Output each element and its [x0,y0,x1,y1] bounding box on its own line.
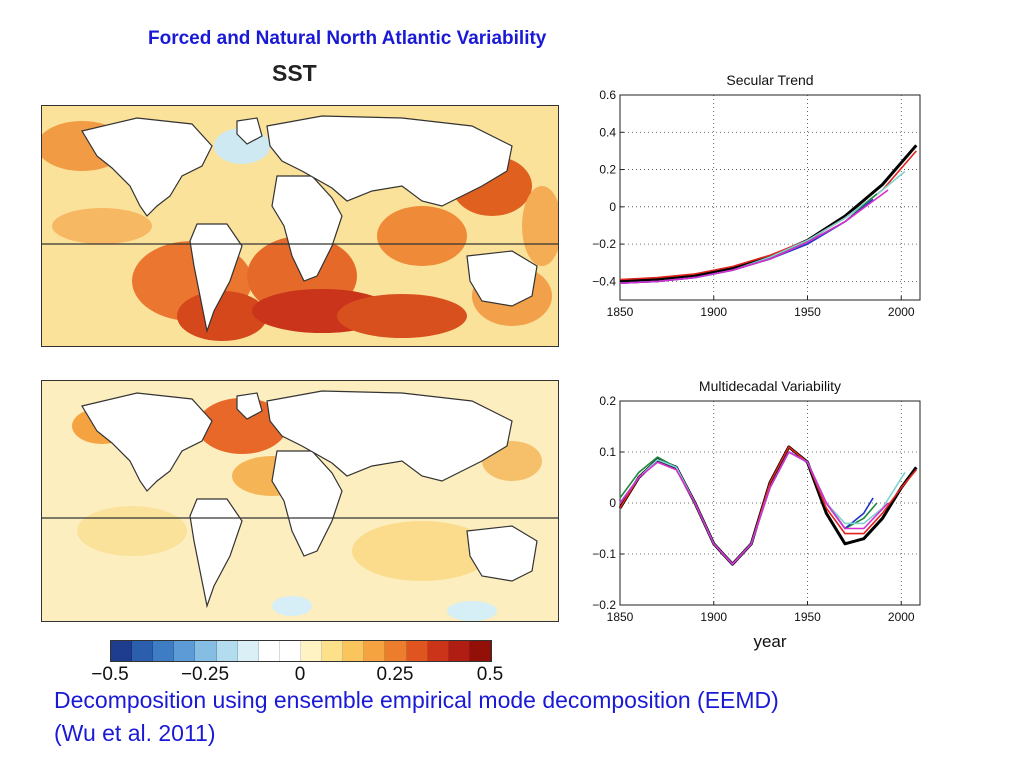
sst-label: SST [272,60,317,86]
y-tick-label: −0.4 [592,274,616,288]
series-line-cyan [619,170,906,284]
colorbar-swatch [237,641,259,661]
colorbar-swatch [195,641,217,661]
x-tick-label: 1950 [794,305,821,319]
africa [271,175,343,282]
chart-title: Secular Trend [726,72,813,88]
colorbar-swatch [364,641,386,661]
series-line-blue [619,198,874,284]
colorbar [110,640,492,662]
caption: Decomposition using ensemble empirical m… [54,684,779,750]
caption-line-1: Decomposition using ensemble empirical m… [54,687,779,713]
x-tick-label: 1900 [700,305,727,319]
colorbar-tick-label: 0.25 [376,664,414,685]
x-tick-label: 1850 [607,305,634,319]
colorbar-swatch [216,641,238,661]
sst-patch-cool [447,601,497,621]
colorbar-swatch [448,641,470,661]
y-tick-label: −0.2 [592,598,616,612]
multidecadal-sst-map [41,380,559,622]
x-axis-label: year [753,632,786,651]
colorbar-swatch [469,641,491,661]
multidecadal-map-svg [42,381,558,621]
australia [466,525,538,582]
colorbar-swatch [132,641,154,661]
colorbar-swatch [406,641,428,661]
series-line-magenta [619,451,889,565]
sst-patch [352,521,492,581]
colorbar-swatch [300,641,323,661]
australia [466,250,538,307]
colorbar-tick-label: 0 [294,664,306,685]
north-america [81,117,213,217]
sst-anomaly-patches [42,121,558,341]
x-tick-label: 2000 [888,610,915,624]
colorbar-tick-label: −0.25 [180,664,230,685]
y-tick-label: 0 [609,200,616,214]
greenland [236,117,263,145]
sst-patch [522,186,558,266]
sst-patch [337,294,467,338]
series-line-magenta [619,189,889,284]
sst-patch [77,506,187,556]
slide-title: Forced and Natural North Atlantic Variab… [148,28,547,49]
colorbar-swatch [153,641,175,661]
sst-patch [52,208,152,244]
sst-patch [197,398,287,454]
y-tick-label: 0.4 [599,125,616,139]
x-tick-label: 1900 [700,610,727,624]
south-america [189,223,243,334]
continents [81,115,538,334]
y-tick-label: −0.1 [592,547,616,561]
y-tick-label: 0.2 [599,394,616,408]
secular-trend-chart: Secular Trend 1850 1900 1950 2000 −0.4 −0.2 0 0.… [592,72,921,319]
greenland [236,392,263,420]
eurasia [266,390,513,482]
y-tick-label: 0 [609,496,616,510]
colorbar-swatch [385,641,407,661]
colorbar-swatch [343,641,365,661]
colorbar-swatch [174,641,196,661]
south-america [189,498,243,609]
continents [81,390,538,609]
secular-trend-map-svg [42,106,558,346]
africa [271,450,343,557]
y-tick-label: 0.6 [599,88,616,102]
x-tick-label: 2000 [888,305,915,319]
colorbar-swatch [322,641,344,661]
multidecadal-variability-chart: Multidecadal Variability 1850 1900 1950 2000… [592,378,921,651]
north-america [81,392,213,492]
series-line-black [619,144,918,283]
y-tick-label: 0.2 [599,163,616,177]
x-tick-label: 1950 [794,610,821,624]
y-tick-label: 0.1 [599,445,616,459]
plot-frame [619,94,921,301]
y-tick-label: −0.2 [592,237,616,251]
caption-line-2: (Wu et al. 2011) [54,720,216,746]
secular-trend-sst-map [41,105,559,347]
colorbar-swatch [279,641,301,661]
sst-patch-cool [272,596,312,616]
colorbar-swatch [111,641,133,661]
sst-patch [177,291,267,341]
chart-title: Multidecadal Variability [699,378,841,394]
colorbar-tick-label: 0.5 [476,664,504,685]
eurasia [266,115,513,207]
colorbar-swatch [258,641,280,661]
colorbar-tick-label: −0.5 [91,664,129,685]
sst-patch [377,206,467,266]
colorbar-swatch [427,641,449,661]
x-tick-label: 1850 [607,610,634,624]
